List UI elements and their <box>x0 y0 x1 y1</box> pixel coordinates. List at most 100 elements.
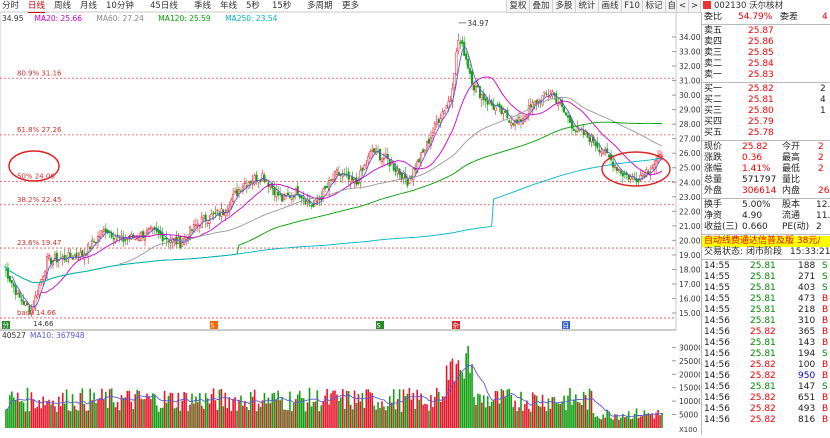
timeframe-tab[interactable]: 10分钟 <box>106 1 134 11</box>
candle-body <box>226 209 229 212</box>
tool-tab[interactable]: 叠加 <box>529 0 553 13</box>
timeframe-tab[interactable]: 15秒 <box>272 1 292 11</box>
candle-body <box>202 215 205 219</box>
nav-forward-button[interactable]: > <box>688 0 701 13</box>
candle-body <box>249 180 252 184</box>
quote-row: 卖一 25.83 <box>702 70 830 81</box>
tool-tab[interactable]: 复权 <box>506 0 530 13</box>
price-axis-label: 24.00 <box>679 178 700 187</box>
candle-body <box>600 150 603 153</box>
volume-bar <box>300 398 303 428</box>
volume-bar <box>510 394 513 428</box>
candle-body <box>602 153 605 155</box>
promo-banner[interactable]: 自动线费通达信普及版 38元/ <box>702 236 830 247</box>
volume-bar <box>294 399 297 428</box>
timeframe-tab[interactable]: 分时 <box>2 1 20 11</box>
volume-bar <box>486 396 489 428</box>
ma120-line <box>3 121 663 284</box>
volume-bar <box>150 399 152 428</box>
low-label: 14.66 <box>33 320 54 328</box>
price-axis-label: 17.00 <box>679 280 700 289</box>
volume-bar <box>22 402 25 428</box>
volume-bar <box>469 373 471 428</box>
candle-body <box>567 115 569 118</box>
timeframe-tab[interactable]: 月线 <box>80 1 98 11</box>
volume-bar <box>482 395 485 428</box>
ask-price: 25.84 <box>748 59 774 69</box>
volume-bar <box>11 391 13 428</box>
price-axis-label: 20.00 <box>679 236 700 245</box>
tick-time: 14:56 <box>704 382 730 392</box>
candle-body <box>196 223 199 226</box>
kline-chart[interactable]: 34.00 33.00 32.00 31.00 30.00 29.00 28.00 27.00… <box>0 0 703 435</box>
volume-bar <box>38 400 41 428</box>
timeframe-tab[interactable]: 5秒 <box>246 1 260 11</box>
tick-price: 25.82 <box>750 327 776 337</box>
candle-body <box>316 200 319 203</box>
candle-body <box>426 140 428 152</box>
kline-chart-area[interactable]: 34.00 33.00 32.00 31.00 30.00 29.00 28.00 27.00… <box>0 0 703 435</box>
volume-bar <box>528 408 530 428</box>
candle-body <box>394 167 397 172</box>
volume-bar <box>408 388 411 428</box>
volume-bar <box>345 390 348 428</box>
volume-bar <box>586 409 589 428</box>
volume-bar <box>5 409 7 428</box>
timeframe-tab[interactable]: 更多 <box>342 1 360 11</box>
price-axis-label: 22.00 <box>679 207 700 216</box>
candle-body <box>112 238 115 240</box>
volume-bar <box>26 387 29 428</box>
candle-body <box>447 101 450 108</box>
volume-bar <box>504 397 507 428</box>
price-axis-label: 33.00 <box>679 48 700 57</box>
candle-body <box>149 226 152 229</box>
volume-bar <box>661 412 663 428</box>
volume-unit-label: X100 <box>679 426 697 434</box>
volume-bar <box>14 400 17 428</box>
candle-body <box>473 84 475 91</box>
bid-label: 买二 <box>704 95 723 105</box>
candle-body <box>521 118 524 125</box>
volume-bar <box>340 397 342 428</box>
candle-body <box>357 181 360 185</box>
candle-body <box>341 174 344 177</box>
tool-tab[interactable]: 画线 <box>598 0 622 13</box>
ask-price: 25.85 <box>748 48 774 58</box>
volume-bar <box>529 411 532 428</box>
tool-tab[interactable]: 标记 <box>642 0 666 13</box>
tool-tab[interactable]: F10 <box>621 0 643 13</box>
timeframe-tab[interactable]: 45日线 <box>150 1 178 11</box>
candle-body <box>147 228 150 230</box>
timeframe-tab[interactable]: 季线 <box>194 1 212 11</box>
volume-bar <box>461 372 464 428</box>
quote-row: 买二 25.81 4 <box>702 95 830 106</box>
timeframe-tab[interactable]: 多周期 <box>307 1 333 11</box>
bid-price: 25.79 <box>748 117 774 127</box>
volume-bar <box>108 389 111 428</box>
volume-bar <box>302 398 305 428</box>
volume-bar <box>110 388 113 428</box>
candle-body <box>406 178 409 186</box>
candle-body <box>206 222 209 224</box>
event-marker <box>210 321 218 329</box>
fib-label: 80.9% 31.16 <box>17 69 62 77</box>
volume-ma10-value: MA10: 367948 <box>30 331 85 340</box>
stat-value: 11. <box>816 211 830 221</box>
candle-body <box>100 230 103 236</box>
volume-bar <box>155 405 158 428</box>
timeframe-tab[interactable]: 日线 <box>28 1 46 13</box>
volume-bar <box>625 416 628 428</box>
quote-row: 14:56 25.81 143 B <box>702 338 830 349</box>
timeframe-tab[interactable]: 周线 <box>54 1 72 11</box>
quote-row: 14:55 25.81 403 S <box>702 283 830 294</box>
tool-tab[interactable]: 多股 <box>552 0 576 13</box>
tool-tab[interactable]: 统计 <box>575 0 599 13</box>
stat-label: 收益(三) <box>704 222 739 232</box>
volume-bar <box>285 409 287 428</box>
volume-bar <box>322 401 325 428</box>
tick-side: B <box>822 404 829 414</box>
timeframe-tab[interactable]: 年线 <box>220 1 238 11</box>
price-axis-label: 32.00 <box>679 62 700 71</box>
volume-bar <box>334 390 336 428</box>
candle-body <box>87 243 90 257</box>
